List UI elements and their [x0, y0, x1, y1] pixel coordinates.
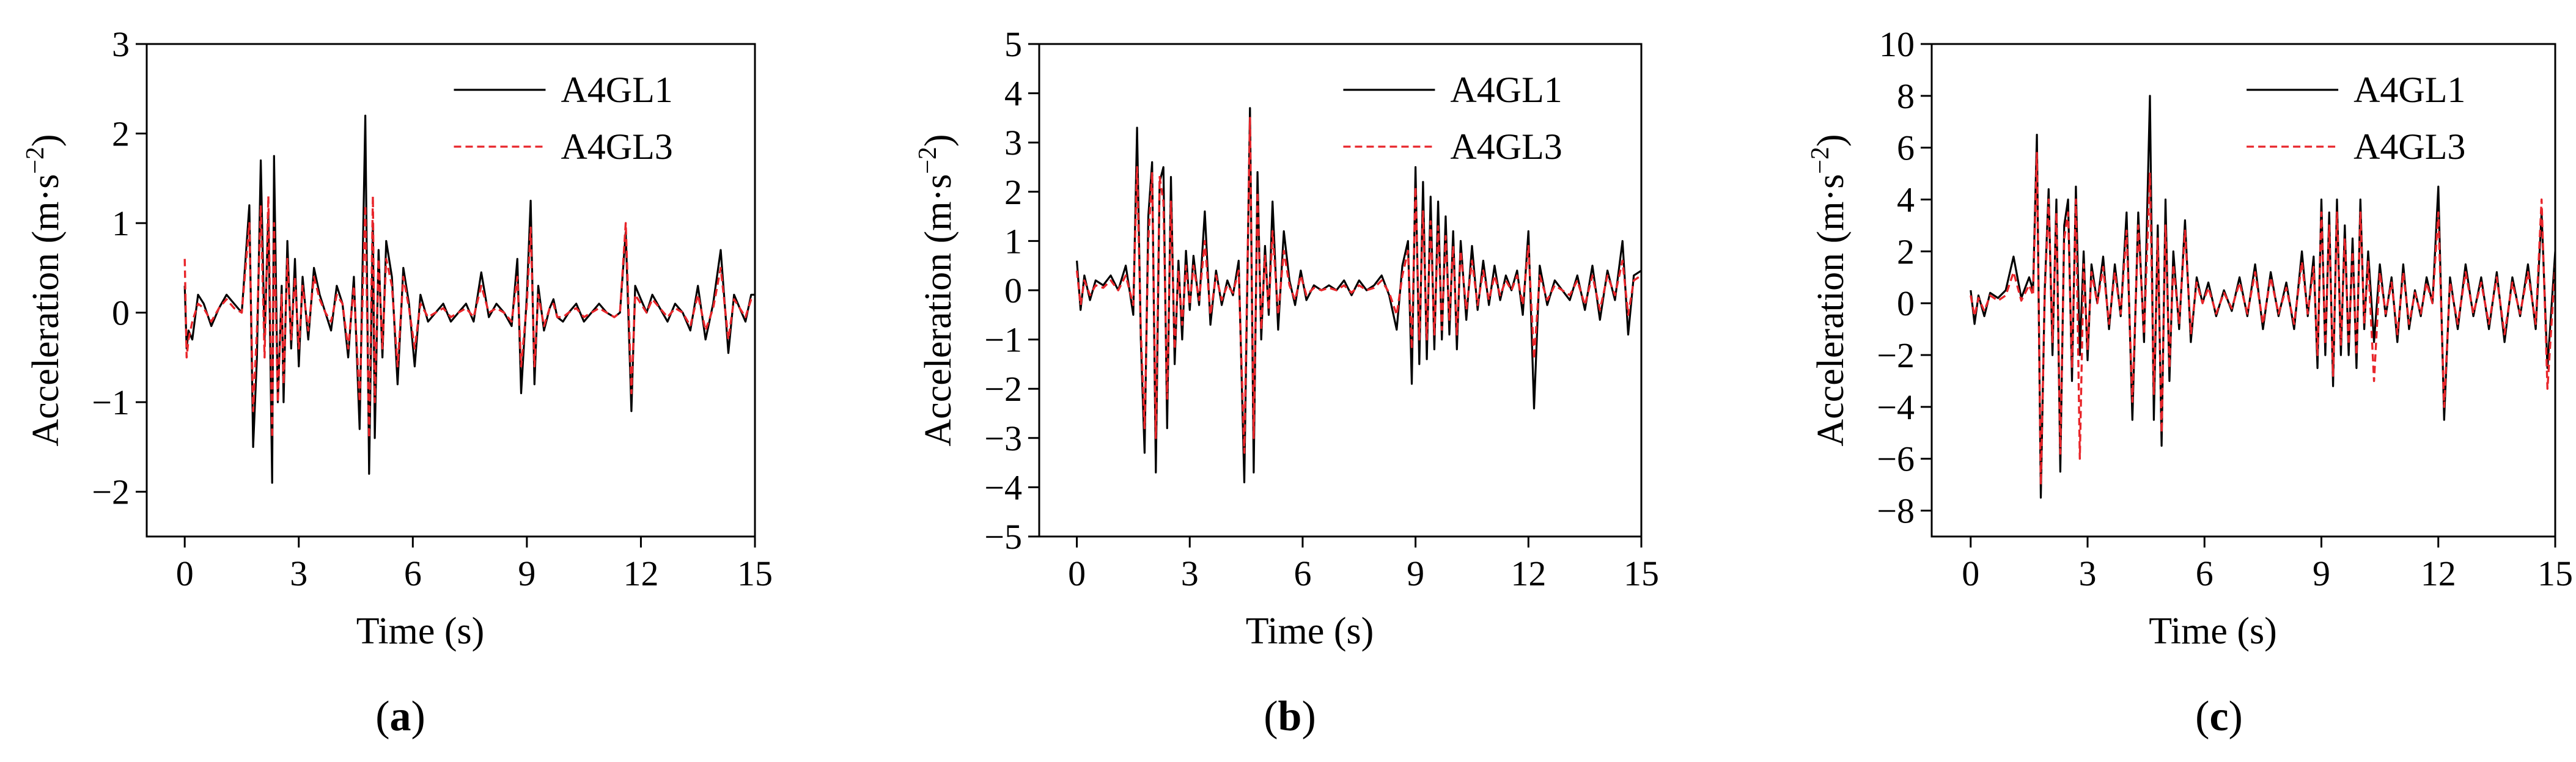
y-tick-label: 0 [112, 293, 130, 333]
x-tick-label: 9 [518, 554, 535, 593]
y-tick-label: 2 [1004, 172, 1022, 212]
x-tick-label: 6 [404, 554, 422, 593]
y-tick-label: 2 [1897, 232, 1915, 271]
panel-caption: (b) [1264, 693, 1316, 740]
panel-caption: (c) [2195, 693, 2243, 740]
y-axis-title-close: ) [918, 134, 959, 147]
x-tick-label: 0 [176, 554, 194, 593]
y-tick-label: −3 [984, 419, 1022, 458]
x-axis-title: Time (s) [356, 610, 485, 652]
x-tick-label: 6 [1294, 554, 1311, 593]
y-axis-title-main: Acceleration (m·s [25, 174, 67, 447]
y-axis-title: Acceleration (m·s−2) [21, 134, 67, 446]
x-tick-label: 0 [1068, 554, 1086, 593]
y-tick-label: 2 [112, 114, 130, 154]
y-axis-title-exponent: −2 [21, 147, 50, 174]
x-axis-title: Time (s) [1246, 610, 1374, 652]
y-axis-title-main: Acceleration (m·s [918, 174, 959, 447]
x-tick-label: 15 [737, 554, 773, 593]
legend-label-a4gl1: A4GL1 [1450, 70, 1562, 110]
caption-open: ( [375, 693, 389, 740]
y-tick-label: 3 [112, 24, 130, 64]
series-line-a4gl1 [1970, 95, 2555, 499]
legend-label-a4gl1: A4GL1 [2353, 70, 2465, 110]
y-tick-label: −2 [1877, 335, 1915, 375]
y-tick-label: −1 [92, 383, 130, 422]
y-tick-label: −8 [1877, 491, 1915, 531]
series-line-a4gl1 [1076, 107, 1641, 483]
y-tick-label: −2 [984, 369, 1022, 409]
x-tick-label: 9 [2313, 554, 2330, 593]
plot-frame [1930, 43, 2556, 538]
legend-label-a4gl3: A4GL3 [561, 126, 672, 167]
y-tick-label: 0 [1004, 271, 1022, 310]
x-tick-label: 6 [2196, 554, 2214, 593]
y-axis-title-exponent: −2 [914, 147, 942, 174]
x-tick-label: 15 [1624, 554, 1659, 593]
y-tick-label: 10 [1879, 24, 1915, 64]
y-axis-title-close: ) [1810, 134, 1852, 147]
caption-open: ( [2195, 693, 2209, 740]
x-tick-label: 0 [1962, 554, 1979, 593]
y-axis-title-exponent: −2 [1806, 147, 1834, 174]
y-tick-label: −2 [92, 472, 130, 512]
x-tick-label: 3 [1181, 554, 1199, 593]
caption-close: ) [411, 693, 425, 740]
caption-letter: a [390, 693, 411, 740]
y-tick-label: 3 [1004, 123, 1022, 163]
chart-panel-c: 0 3 6 9 12 15 −8 −6 −4 −2 0 2 4 6 8 10 Time (s) Accelerat… [1806, 24, 2573, 740]
legend-label-a4gl3: A4GL3 [1450, 126, 1562, 167]
x-tick-label: 12 [2421, 554, 2456, 593]
series-line-a4gl3 [183, 195, 755, 439]
y-tick-label: 4 [1897, 180, 1915, 220]
y-axis-title-close: ) [25, 134, 67, 147]
y-tick-label: 1 [112, 203, 130, 243]
y-tick-label: −5 [984, 517, 1022, 557]
y-tick-label: 1 [1004, 221, 1022, 261]
caption-open: ( [1264, 693, 1278, 740]
y-axis-title: Acceleration (m·s−2) [1806, 134, 1852, 446]
series-line-a4gl3 [1075, 117, 1641, 454]
caption-close: ) [2229, 693, 2243, 740]
y-tick-label: 4 [1004, 74, 1022, 114]
x-tick-label: 9 [1407, 554, 1424, 593]
panel-caption: (a) [375, 693, 425, 740]
x-tick-label: 12 [623, 554, 658, 593]
series-line-a4gl3 [1970, 152, 2555, 486]
x-tick-label: 3 [2079, 554, 2097, 593]
x-axis-title: Time (s) [2149, 610, 2277, 652]
y-tick-label: 6 [1897, 128, 1915, 168]
series-line-a4gl1 [183, 114, 755, 484]
y-tick-label: −6 [1877, 439, 1915, 479]
y-tick-label: 8 [1897, 76, 1915, 116]
x-tick-label: 15 [2537, 554, 2573, 593]
caption-letter: b [1278, 693, 1302, 740]
legend-label-a4gl3: A4GL3 [2353, 126, 2465, 167]
y-tick-label: 5 [1004, 24, 1022, 64]
y-tick-label: 0 [1897, 284, 1915, 323]
y-tick-label: −1 [984, 320, 1022, 360]
legend-label-a4gl1: A4GL1 [561, 70, 672, 110]
y-tick-label: −4 [984, 467, 1022, 507]
y-tick-label: −4 [1877, 387, 1915, 427]
caption-close: ) [1301, 693, 1316, 740]
caption-letter: c [2209, 693, 2228, 740]
x-tick-label: 3 [290, 554, 307, 593]
y-axis-title: Acceleration (m·s−2) [914, 134, 959, 446]
x-tick-label: 12 [1511, 554, 1546, 593]
y-axis-title-main: Acceleration (m·s [1810, 174, 1852, 447]
plot-frame [145, 43, 756, 538]
